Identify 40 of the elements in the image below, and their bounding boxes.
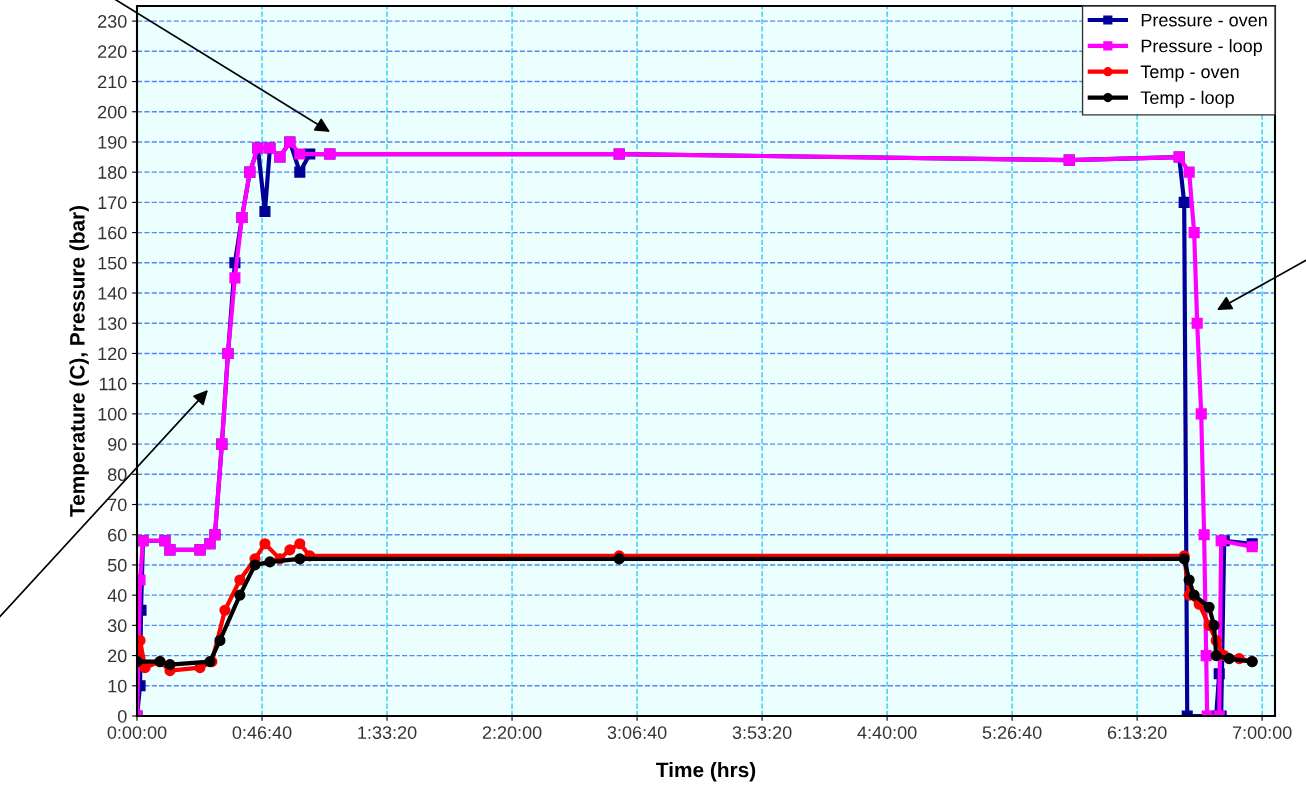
x-tick-label: 4:40:00	[857, 726, 917, 739]
y-tick-label: 170	[98, 196, 127, 210]
x-tick-label: 7:00:00	[1232, 726, 1292, 739]
y-tick-label: 160	[98, 226, 127, 240]
y-tick-label: 110	[99, 377, 127, 391]
y-tick-label: 80	[107, 468, 127, 482]
y-tick-label: 70	[108, 498, 127, 512]
y-tick-label: 200	[98, 105, 127, 119]
y-tick-label: 50	[107, 558, 127, 572]
y-tick-label: 0	[117, 709, 127, 723]
y-tick-label: 190	[98, 135, 127, 149]
legend-label: Temp - loop	[1140, 90, 1234, 108]
x-tick-label: 3:06:40	[607, 726, 667, 739]
x-tick-label: 2:20:00	[482, 726, 542, 739]
y-tick-label: 140	[98, 286, 127, 300]
y-tick-label: 30	[107, 619, 127, 633]
x-axis-title: Time (hrs)	[656, 762, 756, 782]
x-tick-label: 3:53:20	[732, 726, 792, 739]
y-tick-label: 180	[98, 166, 127, 179]
y-tick-label: 210	[98, 75, 127, 89]
y-axis-title: Temperature (C), Pressure (bar)	[69, 205, 89, 517]
legend-label: Temp - oven	[1140, 65, 1239, 82]
x-tick-label: 6:13:20	[1107, 726, 1167, 739]
y-tick-label: 100	[98, 407, 127, 421]
y-tick-label: 220	[98, 45, 127, 59]
x-tick-label: 0:00:00	[107, 726, 167, 739]
y-tick-label: 150	[98, 256, 127, 270]
y-tick-label: 60	[108, 528, 127, 542]
x-tick-label: 1:33:20	[358, 726, 417, 739]
legend-label: Pressure - oven	[1141, 13, 1267, 27]
y-tick-label: 130	[98, 317, 127, 330]
legend-label: Pressure - loop	[1141, 39, 1263, 56]
y-tick-label: 10	[108, 679, 127, 693]
y-tick-label: 90	[108, 438, 127, 451]
y-tick-label: 230	[98, 15, 127, 28]
x-tick-label: 5:26:40	[982, 726, 1042, 739]
y-tick-label: 40	[107, 589, 127, 602]
y-tick-label: 120	[98, 347, 127, 361]
y-tick-label: 20	[108, 649, 127, 663]
x-tick-label: 0:46:40	[232, 726, 292, 739]
